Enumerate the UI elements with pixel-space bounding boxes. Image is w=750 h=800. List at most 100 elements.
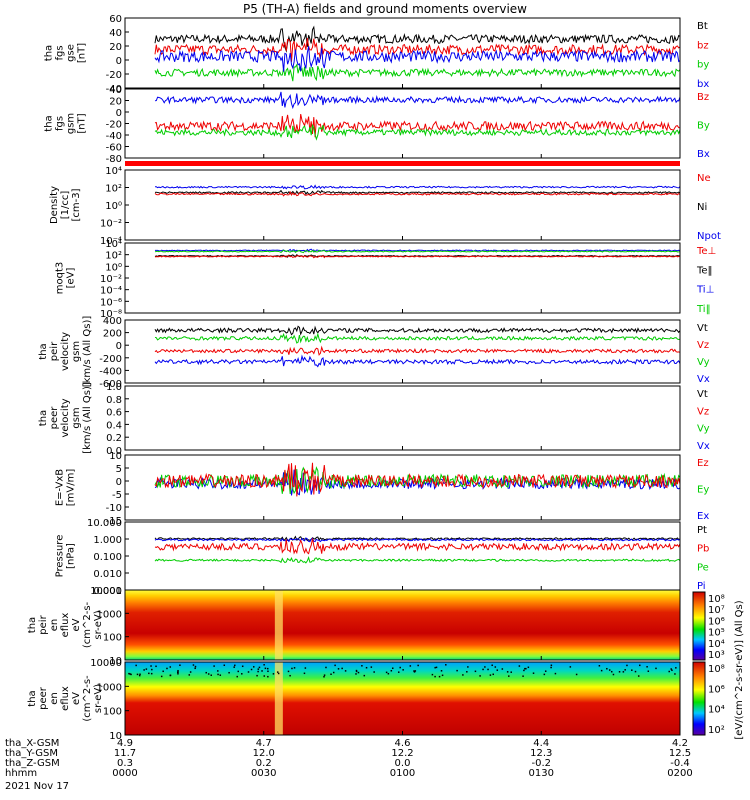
y-axis-label: en <box>49 692 60 705</box>
time-axis-labels: tha_X-GSM 4.9 4.7 4.6 4.4 4.2 tha_Y-GSM 11.7 12.… <box>5 738 693 792</box>
data-gap-marker <box>518 665 521 667</box>
y-tick-label: 1000 <box>97 609 122 620</box>
y-tick-label: 0 <box>116 341 122 352</box>
data-gap-marker <box>668 670 670 673</box>
data-gap-marker <box>267 667 269 670</box>
data-gap-marker <box>236 675 238 678</box>
series-Vz <box>154 345 681 356</box>
data-gap-marker <box>543 673 546 676</box>
legend-Pt: Pt <box>697 525 707 536</box>
series-Vy <box>154 332 681 344</box>
data-gap-marker <box>277 672 280 675</box>
y-axis-label: fgs <box>55 45 66 60</box>
y-tick-label: 10⁰ <box>105 262 122 273</box>
y-axis-label: [cm-3] <box>71 188 82 221</box>
data-gap-marker <box>647 670 650 672</box>
data-gap-marker <box>399 666 401 669</box>
ephemeris-value: 0.2 <box>256 758 272 769</box>
panel-efield: 10 5 0 -5 -10 -15 E=-VxB [mV/m] Ez Ey Ex <box>55 451 710 527</box>
legend-Te⊥: Te⊥ <box>696 246 716 257</box>
data-gap-marker <box>600 669 603 672</box>
data-gap-marker <box>267 675 269 678</box>
ephemeris-value: 12.2 <box>391 748 413 759</box>
colorbar-label: [eV/(cm^2-s-sr-eV)] (All Qs) <box>734 600 745 739</box>
y-axis-label: (cm^2-s- <box>82 601 93 648</box>
y-tick-label: 10⁻⁸ <box>100 309 122 320</box>
data-gap-marker <box>169 666 172 668</box>
y-axis-label: peer <box>49 406 60 430</box>
y-tick-label: 1.000 <box>93 535 122 546</box>
legend-Vz: Vz <box>697 406 709 417</box>
y-tick-label: -200 <box>99 354 122 365</box>
y-tick-label: 0.2 <box>106 433 122 444</box>
legend-Vx: Vx <box>697 374 710 385</box>
data-gap-marker <box>610 670 613 673</box>
y-tick-label: 10⁻⁴ <box>100 286 122 297</box>
ephemeris-label: tha_Z-GSM <box>5 758 60 769</box>
data-gap-marker <box>267 670 269 673</box>
legend-Ez: Ez <box>697 458 709 469</box>
ephemeris-value: 0130 <box>529 768 554 779</box>
data-gap-marker <box>148 672 150 675</box>
ephemeris-value: 4.6 <box>395 738 411 749</box>
data-gap-marker <box>527 666 530 669</box>
legend-Ni: Ni <box>697 202 707 213</box>
series-Ne <box>154 190 681 197</box>
colorbar-tick-label: 10⁸ <box>708 594 725 605</box>
y-tick-label: 5 <box>116 464 122 475</box>
data-gap-marker <box>624 669 626 671</box>
y-axis-label: gsm <box>66 113 77 134</box>
data-gap-marker <box>435 666 438 669</box>
y-tick-label: 10⁻⁴ <box>100 236 122 247</box>
data-gap-marker <box>612 673 615 676</box>
series-Bt <box>154 25 681 53</box>
data-gap-marker <box>646 666 648 668</box>
data-gap-marker <box>150 672 153 675</box>
y-tick-label: 10 <box>109 731 122 742</box>
data-gap-marker <box>606 667 608 670</box>
data-gap-marker <box>675 667 677 669</box>
series-Te⊥ <box>154 254 681 259</box>
data-gap-marker <box>544 670 547 672</box>
y-axis-label: sr-eV) <box>93 610 104 639</box>
data-gap-marker <box>637 675 640 677</box>
y-axis-label: gse <box>66 44 77 62</box>
data-gap-marker <box>626 664 628 667</box>
y-tick-label: 0.001 <box>93 586 122 597</box>
data-gap-marker <box>554 672 557 675</box>
data-gap-marker <box>257 670 259 673</box>
data-gap-marker <box>391 667 394 669</box>
y-axis-label: moqt3 <box>55 262 66 295</box>
spectrogram-feature <box>274 662 283 735</box>
y-tick-label: 10000 <box>90 658 122 669</box>
data-gap-marker <box>223 664 226 666</box>
data-gap-marker <box>166 667 168 670</box>
data-gap-marker <box>263 675 266 677</box>
data-gap-marker <box>330 673 332 675</box>
data-gap-marker <box>323 674 326 676</box>
data-gap-marker <box>264 667 267 670</box>
y-tick-label: 10 <box>109 451 122 462</box>
data-gap-marker <box>233 666 235 668</box>
data-gap-marker <box>413 670 415 672</box>
data-gap-marker <box>139 673 141 676</box>
y-tick-label: 40 <box>109 28 122 39</box>
data-gap-marker <box>241 673 243 675</box>
data-gap-marker <box>287 670 290 673</box>
y-axis-label: [nT] <box>77 113 88 133</box>
data-gap-marker <box>550 666 552 669</box>
y-tick-label: 400 <box>103 316 122 327</box>
y-tick-label: -20 <box>106 120 122 131</box>
y-tick-label: 10² <box>105 184 122 195</box>
y-axis-label: fgs <box>55 116 66 131</box>
data-gap-marker <box>608 669 611 671</box>
data-gap-marker <box>373 671 375 673</box>
ephemeris-value: 0.0 <box>395 758 411 769</box>
data-gap-marker <box>256 674 258 677</box>
y-tick-label: -10 <box>106 503 122 514</box>
y-tick-label: -20 <box>106 70 122 81</box>
data-gap-marker <box>482 668 484 671</box>
legend-by: by <box>697 60 709 71</box>
y-tick-label: 0.6 <box>106 408 122 419</box>
